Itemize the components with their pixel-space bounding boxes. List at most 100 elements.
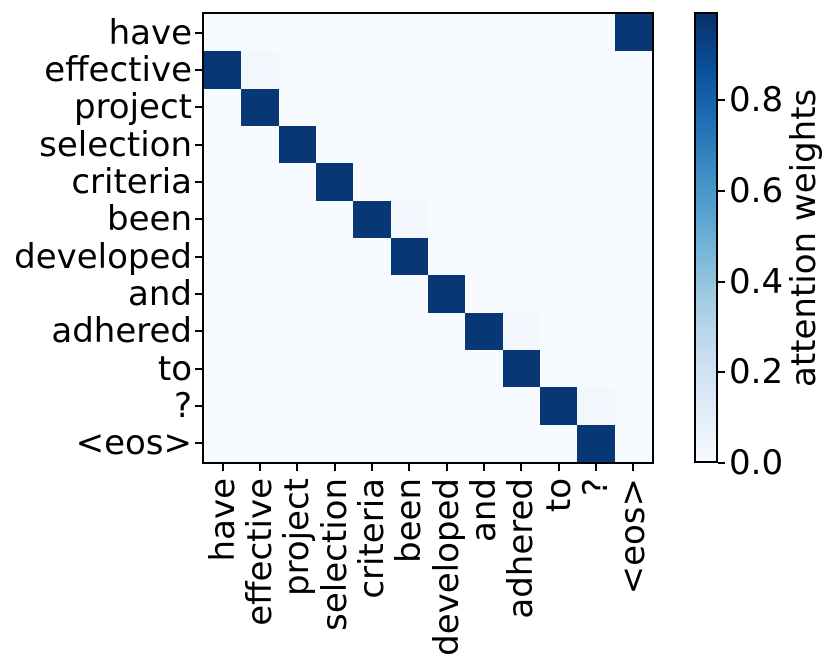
heatmap-cell: [353, 88, 391, 126]
y-tick-label: developed: [14, 236, 192, 277]
heatmap-cell: [353, 51, 391, 89]
heatmap-cell: [577, 349, 615, 388]
x-tick-mark: [445, 464, 448, 471]
heatmap-cell: [465, 14, 503, 52]
colorbar-tick-mark: [718, 99, 725, 102]
heatmap-cell: [353, 163, 391, 201]
colorbar-tick-mark: [718, 462, 725, 464]
heatmap-cell: [241, 14, 279, 52]
x-tick-label: selection: [314, 478, 355, 631]
colorbar-tick-mark: [718, 371, 725, 374]
heatmap-cell: [353, 200, 391, 238]
heatmap-cell: [614, 51, 652, 89]
x-tick-label: ?: [576, 478, 616, 497]
heatmap-cell: [539, 424, 578, 462]
heatmap-cell: [465, 275, 503, 313]
heatmap-cell: [427, 275, 466, 313]
heatmap-cell: [427, 387, 466, 425]
colorbar-tick-label: 0.0: [729, 443, 784, 483]
x-tick-mark: [595, 464, 597, 471]
heatmap-cell: [390, 349, 428, 388]
heatmap-cell: [390, 88, 428, 126]
y-tick-label: been: [107, 199, 192, 240]
heatmap-cell: [315, 88, 354, 126]
heatmap-cell: [278, 14, 316, 52]
heatmap-cell: [278, 125, 316, 164]
heatmap-cell: [465, 387, 503, 425]
heatmap-cell: [241, 88, 279, 126]
heatmap-cell: [577, 51, 615, 89]
heatmap-cell: [241, 125, 279, 164]
heatmap-cell: [278, 51, 316, 89]
heatmap-cell: [204, 312, 242, 350]
heatmap-cell: [278, 163, 316, 201]
heatmap-cell: [278, 312, 316, 350]
heatmap-cell: [465, 163, 503, 201]
heatmap-cell: [539, 237, 578, 276]
heatmap-cell: [390, 237, 428, 276]
colorbar-axis-label: attention weights: [784, 88, 824, 387]
x-tick-label: been: [389, 478, 430, 563]
heatmap-cell: [204, 51, 242, 89]
heatmap-cell: [539, 200, 578, 238]
x-tick-label: project: [277, 478, 318, 597]
colorbar: [694, 12, 718, 463]
heatmap-cell: [390, 14, 428, 52]
heatmap-cell: [390, 275, 428, 313]
x-tick-label: effective: [240, 478, 280, 626]
x-tick-mark: [371, 464, 373, 471]
y-tick-mark: [195, 255, 202, 258]
heatmap-cell: [315, 312, 354, 350]
y-tick-label: and: [128, 274, 192, 314]
heatmap-cell: [465, 125, 503, 164]
heatmap-cell: [315, 163, 354, 201]
y-tick-label: project: [73, 87, 192, 128]
heatmap-cell: [241, 349, 279, 388]
heatmap-cell: [278, 200, 316, 238]
heatmap-cell: [427, 88, 466, 126]
heatmap-cell: [502, 88, 540, 126]
heatmap-cell: [315, 125, 354, 164]
heatmap-cell: [539, 275, 578, 313]
heatmap-cell: [315, 14, 354, 52]
heatmap-cell: [502, 51, 540, 89]
heatmap-cell: [390, 424, 428, 462]
heatmap-cell: [241, 275, 279, 313]
heatmap-cell: [577, 275, 615, 313]
heatmap-cell: [614, 387, 652, 425]
heatmap-cell: [390, 200, 428, 238]
heatmap-cell: [241, 163, 279, 201]
x-tick-label: have: [202, 478, 243, 562]
heatmap-cell: [614, 349, 652, 388]
heatmap-cell: [465, 51, 503, 89]
heatmap-cell: [315, 424, 354, 462]
heatmap-cell: [204, 163, 242, 201]
heatmap-cell: [353, 424, 391, 462]
heatmap-cell: [278, 88, 316, 126]
heatmap-cell: [390, 125, 428, 164]
heatmap-cell: [577, 163, 615, 201]
heatmap-cell: [614, 312, 652, 350]
colorbar-tick-mark: [718, 280, 725, 283]
heatmap-cell: [614, 424, 652, 462]
heatmap-cell: [465, 237, 503, 276]
heatmap-cell: [502, 424, 540, 462]
heatmap-cell: [614, 88, 652, 126]
x-tick-label: adhered: [501, 478, 542, 619]
heatmap-cell: [353, 237, 391, 276]
heatmap-cell: [241, 51, 279, 89]
heatmap-cell: [278, 387, 316, 425]
heatmap-cell: [390, 163, 428, 201]
heatmap-cell: [427, 14, 466, 52]
heatmap-cell: [614, 14, 652, 52]
heatmap-cell: [204, 237, 242, 276]
y-tick-mark: [195, 143, 202, 146]
heatmap-cell: [539, 51, 578, 89]
colorbar-tick-label: 0.8: [729, 80, 784, 121]
heatmap-cell: [427, 237, 466, 276]
heatmap-cell: [539, 312, 578, 350]
heatmap-cell: [241, 237, 279, 276]
x-tick-label: <eos>: [613, 478, 654, 595]
heatmap-cell: [204, 125, 242, 164]
heatmap-cell: [315, 237, 354, 276]
